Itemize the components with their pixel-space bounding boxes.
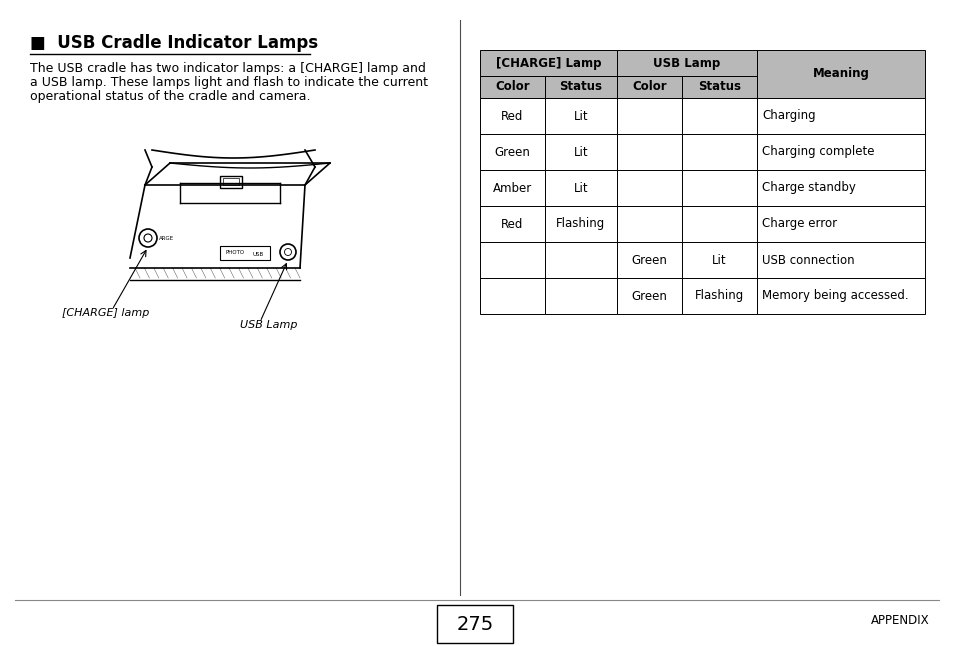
Bar bbox=[757, 206, 924, 242]
Bar bbox=[757, 98, 924, 134]
Bar bbox=[757, 50, 924, 98]
Bar bbox=[544, 278, 617, 314]
Bar bbox=[617, 134, 681, 170]
Text: ■  USB Cradle Indicator Lamps: ■ USB Cradle Indicator Lamps bbox=[30, 34, 317, 52]
Text: Green: Green bbox=[631, 289, 667, 302]
Bar bbox=[617, 50, 757, 76]
Text: The USB cradle has two indicator lamps: a [CHARGE] lamp and: The USB cradle has two indicator lamps: … bbox=[30, 62, 425, 75]
Text: Flashing: Flashing bbox=[556, 218, 605, 231]
Bar bbox=[757, 242, 924, 278]
Bar bbox=[757, 134, 924, 170]
Text: Amber: Amber bbox=[493, 182, 532, 194]
Text: [CHARGE] Lamp: [CHARGE] Lamp bbox=[496, 56, 600, 70]
Bar bbox=[617, 76, 681, 98]
Bar bbox=[479, 98, 544, 134]
Bar bbox=[617, 242, 681, 278]
Bar bbox=[681, 76, 757, 98]
Text: Color: Color bbox=[632, 81, 666, 94]
Text: USB: USB bbox=[253, 253, 263, 258]
Text: Green: Green bbox=[631, 253, 667, 267]
Bar bbox=[757, 278, 924, 314]
Text: ARGE: ARGE bbox=[159, 236, 174, 240]
Text: Red: Red bbox=[500, 218, 523, 231]
Text: Green: Green bbox=[494, 145, 530, 158]
Bar bbox=[479, 76, 544, 98]
Text: Charging: Charging bbox=[761, 110, 815, 123]
Bar bbox=[617, 206, 681, 242]
Text: Color: Color bbox=[495, 81, 529, 94]
Bar bbox=[617, 170, 681, 206]
Text: USB connection: USB connection bbox=[761, 253, 854, 267]
Bar bbox=[544, 170, 617, 206]
Text: Status: Status bbox=[698, 81, 740, 94]
Text: PHOTO: PHOTO bbox=[225, 249, 244, 255]
Bar bbox=[617, 278, 681, 314]
Bar bbox=[681, 98, 757, 134]
Bar bbox=[617, 98, 681, 134]
Text: operational status of the cradle and camera.: operational status of the cradle and cam… bbox=[30, 90, 310, 103]
Text: a USB lamp. These lamps light and flash to indicate the current: a USB lamp. These lamps light and flash … bbox=[30, 76, 428, 89]
Bar bbox=[479, 278, 544, 314]
Bar bbox=[681, 134, 757, 170]
Bar bbox=[544, 206, 617, 242]
Bar bbox=[681, 278, 757, 314]
Bar bbox=[681, 242, 757, 278]
Bar bbox=[220, 246, 270, 260]
Text: Lit: Lit bbox=[573, 145, 588, 158]
Bar bbox=[479, 242, 544, 278]
Bar bbox=[544, 242, 617, 278]
Text: 275: 275 bbox=[456, 614, 493, 634]
Bar bbox=[681, 206, 757, 242]
Bar bbox=[479, 50, 617, 76]
Text: Status: Status bbox=[558, 81, 602, 94]
Text: Red: Red bbox=[500, 110, 523, 123]
Text: Charge standby: Charge standby bbox=[761, 182, 855, 194]
Bar bbox=[436, 605, 513, 643]
Bar bbox=[544, 134, 617, 170]
Bar bbox=[757, 170, 924, 206]
Text: [CHARGE] lamp: [CHARGE] lamp bbox=[62, 308, 150, 318]
Text: Meaning: Meaning bbox=[812, 67, 868, 81]
Bar bbox=[681, 170, 757, 206]
Bar bbox=[479, 206, 544, 242]
Text: Charging complete: Charging complete bbox=[761, 145, 874, 158]
Text: Charge error: Charge error bbox=[761, 218, 836, 231]
Text: USB Lamp: USB Lamp bbox=[240, 320, 297, 330]
Bar bbox=[479, 134, 544, 170]
Bar bbox=[544, 76, 617, 98]
Text: Memory being accessed.: Memory being accessed. bbox=[761, 289, 907, 302]
Bar bbox=[479, 170, 544, 206]
Text: Lit: Lit bbox=[712, 253, 726, 267]
Bar bbox=[220, 176, 242, 188]
Text: Lit: Lit bbox=[573, 182, 588, 194]
Text: APPENDIX: APPENDIX bbox=[870, 614, 929, 627]
Text: Lit: Lit bbox=[573, 110, 588, 123]
Text: Flashing: Flashing bbox=[694, 289, 743, 302]
Bar bbox=[544, 98, 617, 134]
Bar bbox=[223, 178, 239, 185]
Text: USB Lamp: USB Lamp bbox=[653, 56, 720, 70]
